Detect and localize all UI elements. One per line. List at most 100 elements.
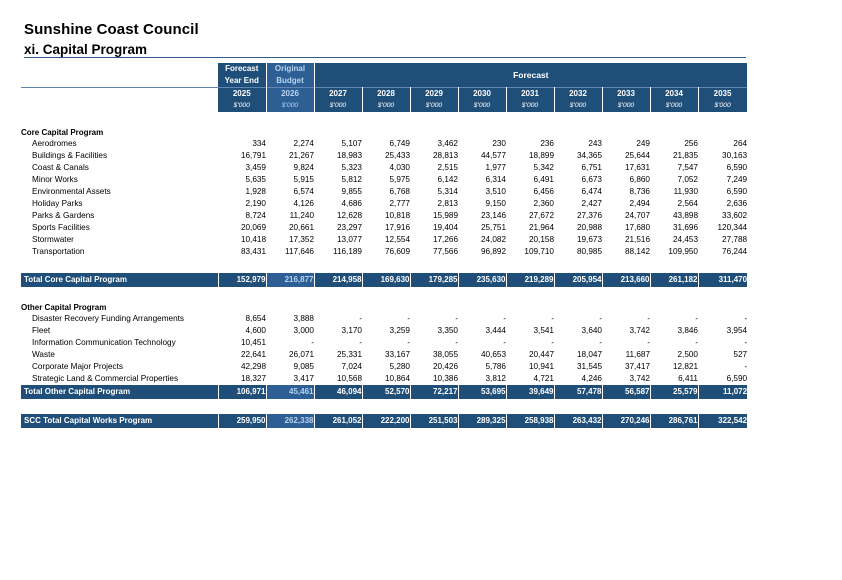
year-header: 2029 (410, 87, 459, 100)
value-cell: - (407, 338, 410, 347)
value-cell: 15,989 (432, 211, 458, 220)
value-cell: 31,545 (576, 362, 602, 371)
row-label: Holiday Parks (32, 199, 83, 208)
value-cell: 256 (684, 139, 698, 148)
value-cell: 13,077 (336, 235, 362, 244)
value-cell: 33,602 (722, 211, 748, 220)
value-cell: - (359, 338, 362, 347)
value-cell: 8,654 (245, 314, 267, 323)
header-row-1: Forecast Original Forecast (21, 63, 748, 88)
value-cell: 6,749 (389, 139, 411, 148)
value-cell: 27,672 (528, 211, 554, 220)
value-cell: - (744, 314, 748, 323)
unit-header: $'000 (458, 100, 507, 112)
value-cell: 3,459 (245, 163, 267, 172)
value-cell: 6,590 (726, 163, 748, 172)
value-cell: 5,280 (389, 362, 411, 371)
other-section-heading: Other Capital Program (21, 302, 747, 313)
value-cell: 20,447 (528, 350, 554, 359)
value-cell: 5,107 (341, 139, 363, 148)
value-cell: 5,314 (437, 187, 459, 196)
value-cell: 34,365 (576, 151, 602, 160)
value-cell: 2,564 (677, 199, 699, 208)
unit-header-row: $'000 $'000 $'000 $'000 $'000 $'000 $'000 $'000… (21, 100, 748, 112)
row-label: Coast & Canals (32, 163, 89, 172)
value-cell: - (551, 314, 554, 323)
table-row: Buildings & Facilities 16,791 21,267 18,983… (21, 150, 747, 162)
value-cell: 10,864 (384, 374, 410, 383)
value-cell: 80,985 (576, 247, 602, 256)
row-label: Stormwater (32, 235, 74, 244)
unit-header: $'000 (314, 100, 363, 112)
year-header: 2033 (602, 87, 651, 100)
value-cell: 27,788 (722, 235, 748, 244)
title-underline (24, 57, 746, 58)
value-cell: 18,899 (528, 151, 554, 160)
row-label: Transportation (32, 247, 85, 256)
value-cell: 10,568 (336, 374, 362, 383)
unit-header: $'000 (218, 100, 267, 112)
value-cell: 6,751 (581, 163, 603, 172)
table-row: Information Communication Technology 10,4… (21, 337, 747, 349)
table-row: Environmental Assets 1,928 6,574 9,855 6,768… (21, 186, 747, 198)
value-cell: 3,417 (293, 374, 315, 383)
other-total-row: Total Other Capital Program 106,971 45,461… (21, 385, 748, 399)
value-cell: 20,158 (528, 235, 554, 244)
value-cell: 7,052 (677, 175, 699, 184)
unit-header: $'000 (698, 100, 748, 112)
total-value: 179,285 (409, 273, 458, 287)
row-label: Environmental Assets (32, 187, 111, 196)
value-cell: 7,024 (341, 362, 363, 371)
row-label: Information Communication Technology (32, 338, 176, 347)
value-cell: 24,453 (672, 235, 698, 244)
value-cell: 236 (540, 139, 554, 148)
total-value: 45,461 (265, 385, 314, 399)
row-label: Corporate Major Projects (32, 362, 124, 371)
value-cell: 16,791 (240, 151, 266, 160)
total-value: 259,950 (217, 414, 266, 428)
value-cell: 7,547 (677, 163, 699, 172)
value-cell: 6,491 (533, 175, 555, 184)
year-header: 2031 (506, 87, 555, 100)
table-row: Sports Facilities 20,069 20,661 23,297 17,91… (21, 222, 747, 234)
value-cell: - (359, 314, 362, 323)
value-cell: 27,376 (576, 211, 602, 220)
value-cell: 12,821 (672, 362, 698, 371)
value-cell: 24,707 (624, 211, 650, 220)
value-cell: 109,950 (668, 247, 698, 256)
spacer-row (21, 258, 747, 273)
value-cell: 20,069 (240, 223, 266, 232)
value-cell: 21,267 (288, 151, 314, 160)
table-row: Waste 22,641 26,071 25,331 33,167 38,055 40,65… (21, 349, 747, 361)
total-value: 152,979 (217, 273, 266, 287)
row-label: Disaster Recovery Funding Arrangements (32, 314, 184, 323)
row-label: Minor Works (32, 175, 78, 184)
row-label: Strategic Land & Commercial Properties (32, 374, 179, 383)
total-value: 258,938 (505, 414, 554, 428)
value-cell: 19,673 (576, 235, 602, 244)
value-cell: 3,742 (629, 374, 651, 383)
total-value: 270,246 (601, 414, 650, 428)
value-cell: 3,812 (485, 374, 507, 383)
value-cell: 9,150 (485, 199, 507, 208)
value-cell: 21,516 (624, 235, 650, 244)
total-value: 205,954 (553, 273, 602, 287)
value-cell: 6,590 (726, 187, 748, 196)
value-cell: 8,736 (629, 187, 651, 196)
value-cell: 5,635 (245, 175, 267, 184)
value-cell: 37,417 (624, 362, 650, 371)
value-cell: 6,411 (678, 374, 698, 383)
year-header-row: 2025 2026 2027 2028 2029 2030 2031 2032 2033 2034… (21, 87, 748, 100)
value-cell: 6,456 (533, 187, 555, 196)
table-row: Fleet 4,600 3,000 3,170 3,259 3,350 3,444 3,541… (21, 325, 747, 337)
value-cell: 17,352 (288, 235, 314, 244)
value-cell: 3,510 (485, 187, 507, 196)
value-cell: 249 (636, 139, 650, 148)
value-cell: 40,653 (480, 350, 506, 359)
year-header: 2027 (314, 87, 363, 100)
value-cell: 2,813 (437, 199, 459, 208)
value-cell: 44,577 (480, 151, 506, 160)
value-cell: 3,888 (293, 314, 315, 323)
value-cell: 17,680 (624, 223, 650, 232)
value-cell: 3,541 (533, 326, 555, 335)
